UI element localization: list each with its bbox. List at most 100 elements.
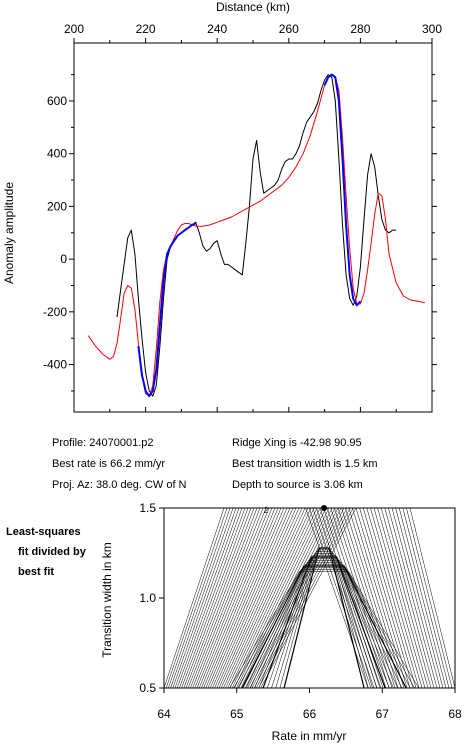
contour-line-right bbox=[409, 508, 455, 688]
bottom-axis-ticks: 64 65 66 67 68 0.5 1.0 1.5 bbox=[139, 501, 462, 721]
contour-line-left bbox=[240, 508, 330, 688]
source-depth-label: Depth to source is 3.06 km bbox=[232, 479, 363, 491]
contour-line-left bbox=[218, 508, 300, 688]
contour-line-left bbox=[216, 508, 297, 688]
top-x-tick-label: 200 bbox=[64, 22, 84, 36]
contour-line-right bbox=[362, 508, 417, 688]
contour-line-left bbox=[242, 508, 333, 688]
contour-line-right bbox=[316, 508, 378, 688]
observed-anomaly-line bbox=[116, 74, 397, 397]
top-x-tick-label: 260 bbox=[279, 22, 299, 36]
top-x-tick-label: 220 bbox=[136, 22, 156, 36]
contour-line-right bbox=[388, 508, 438, 688]
best-fit-marker bbox=[321, 505, 328, 511]
top-axis-ticks: 200 220 240 260 280 300 -400 -200 0 200 400 600 bbox=[43, 22, 442, 412]
top-y-tick-label: -200 bbox=[43, 305, 67, 319]
contour-line-left bbox=[185, 508, 255, 688]
contour-line-left bbox=[227, 508, 312, 688]
contour-line-left bbox=[205, 508, 282, 688]
contour-line-left bbox=[170, 508, 234, 688]
contour-line-left bbox=[249, 508, 342, 688]
contour-line-right bbox=[348, 508, 405, 688]
contour-line-right bbox=[395, 508, 444, 688]
contour-line-left bbox=[251, 508, 345, 688]
contour-line-left bbox=[212, 508, 291, 688]
ridge-crossing-label: Ridge Xing is -42.98 90.95 bbox=[232, 437, 362, 449]
contour-line bbox=[271, 553, 377, 688]
contour-line-right bbox=[380, 508, 432, 688]
contour-line-left bbox=[190, 508, 261, 688]
contour-line-right bbox=[359, 508, 414, 688]
contour-line-left bbox=[187, 508, 258, 688]
contour-line-left bbox=[207, 508, 285, 688]
contour-line-right bbox=[352, 508, 408, 688]
contour-line-left bbox=[183, 508, 252, 688]
side-note-line-2: fit divided by bbox=[18, 546, 86, 558]
contour-line-left bbox=[229, 508, 315, 688]
bottom-y-tick-label: 1.0 bbox=[139, 591, 156, 605]
contour-line-right bbox=[377, 508, 429, 688]
contour-line-left bbox=[174, 508, 240, 688]
bottom-x-axis-label: Rate in mm/yr bbox=[272, 729, 347, 743]
contour-line-left bbox=[225, 508, 309, 688]
contour-line-right bbox=[391, 508, 441, 688]
contour-line-left bbox=[231, 508, 318, 688]
top-y-tick-label: 0 bbox=[60, 252, 67, 266]
contour-line-right bbox=[398, 508, 447, 688]
contour-line-left bbox=[220, 508, 303, 688]
contour-line-right bbox=[330, 508, 390, 688]
contour-line bbox=[267, 554, 382, 688]
best-rate-label: Best rate is 66.2 mm/yr bbox=[52, 458, 166, 470]
top-x-axis-label: Distance (km) bbox=[216, 0, 290, 14]
contour-line-left bbox=[238, 508, 327, 688]
contour-line-left bbox=[198, 508, 273, 688]
contour-line-left bbox=[194, 508, 267, 688]
contour-line bbox=[241, 565, 407, 688]
contour-line-right bbox=[326, 508, 387, 688]
best-width-label: Best transition width is 1.5 km bbox=[232, 458, 378, 470]
contour-line-left bbox=[181, 508, 249, 688]
contour-line-right bbox=[334, 508, 393, 688]
contour-line-right bbox=[366, 508, 420, 688]
contour-line bbox=[262, 556, 386, 688]
contour-line-right bbox=[370, 508, 423, 688]
bottom-y-axis-label: Transition width in km bbox=[100, 542, 114, 658]
top-x-tick-label: 240 bbox=[207, 22, 227, 36]
contour-line-left bbox=[214, 508, 294, 688]
fit-segment-line bbox=[137, 73, 362, 398]
contour-lines bbox=[164, 508, 455, 688]
contour-line-left bbox=[201, 508, 276, 688]
side-note-line-1: Least-squares bbox=[6, 526, 81, 538]
profile-label: Profile: 24070001.p2 bbox=[52, 437, 154, 449]
contour-line-left bbox=[192, 508, 264, 688]
top-plot-frame bbox=[73, 42, 433, 413]
contour-line-left bbox=[172, 508, 237, 688]
anomaly-profile-plot: 200 220 240 260 280 300 -400 -200 0 200 400 600 Dis… bbox=[2, 0, 442, 413]
bottom-y-tick-label: 0.5 bbox=[139, 681, 156, 695]
contour-line-left bbox=[236, 508, 324, 688]
contour-line-left bbox=[164, 508, 225, 688]
contour-line-right bbox=[402, 508, 450, 688]
contour-line-left bbox=[168, 508, 231, 688]
misfit-contour-plot: 64 65 66 67 68 0.5 1.0 1.5 2 Rate in mm/yr Tran… bbox=[100, 501, 462, 743]
contour-line-right bbox=[373, 508, 426, 688]
bottom-x-tick-label: 68 bbox=[448, 707, 462, 721]
contour-line-right bbox=[319, 508, 381, 688]
contour-line-right bbox=[384, 508, 435, 688]
contour-line bbox=[250, 562, 398, 688]
contour-line-left bbox=[245, 508, 336, 688]
top-x-tick-label: 280 bbox=[350, 22, 370, 36]
top-y-tick-label: 400 bbox=[47, 147, 67, 161]
contour-line-left bbox=[253, 508, 348, 688]
contour-line-left bbox=[258, 508, 354, 688]
contour-line-left bbox=[203, 508, 279, 688]
contour-line-right bbox=[312, 508, 375, 688]
bottom-x-tick-label: 66 bbox=[303, 707, 317, 721]
contour-line-right bbox=[406, 508, 453, 688]
contour-label: 2 bbox=[264, 506, 269, 515]
top-y-axis-label: Anomaly amplitude bbox=[2, 182, 16, 284]
contour-line-right bbox=[308, 508, 372, 688]
side-note-line-3: best fit bbox=[18, 566, 55, 578]
contour-line-left bbox=[260, 508, 357, 688]
